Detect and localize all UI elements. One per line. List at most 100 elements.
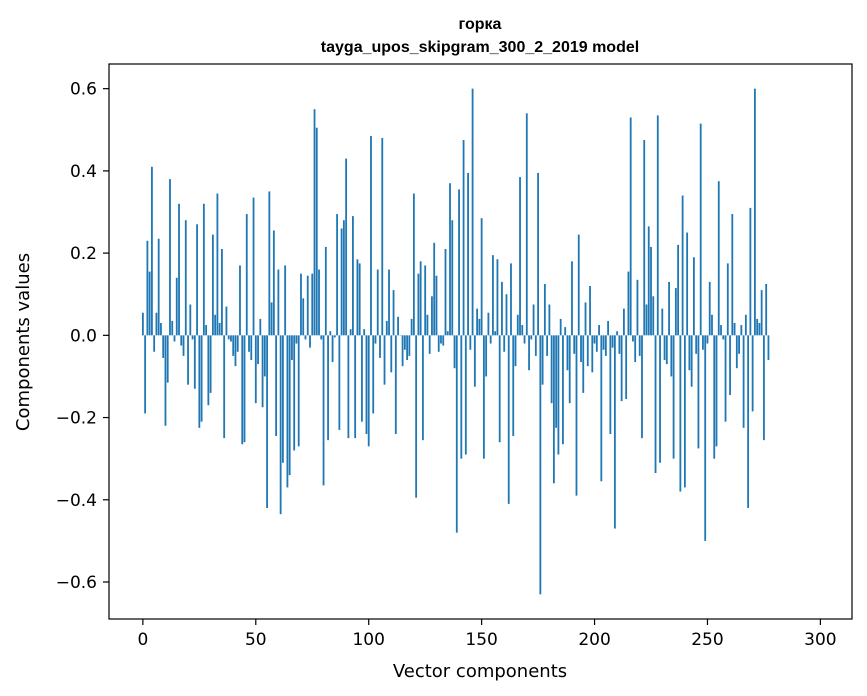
bar	[318, 269, 320, 336]
bar	[566, 335, 569, 371]
bar	[760, 290, 763, 336]
bar	[595, 335, 598, 352]
bar	[209, 335, 212, 393]
bar	[451, 220, 454, 336]
bar	[245, 214, 248, 336]
bar	[652, 296, 655, 336]
bar	[503, 335, 506, 352]
bar	[632, 335, 634, 342]
bar	[494, 331, 497, 336]
bar	[284, 265, 287, 336]
bar	[744, 314, 747, 336]
bar	[720, 325, 722, 336]
bar	[564, 327, 567, 336]
bar	[361, 335, 363, 422]
bar	[205, 325, 208, 336]
bar	[338, 335, 341, 430]
bar	[489, 335, 492, 344]
bar	[340, 228, 343, 336]
bar	[519, 177, 521, 336]
bar	[440, 335, 442, 344]
bar	[758, 323, 761, 336]
y-tick-label: −0.6	[56, 573, 97, 593]
bar	[557, 335, 560, 455]
bar	[234, 335, 237, 367]
bar	[620, 335, 623, 402]
bar	[753, 88, 756, 336]
bar	[674, 288, 677, 336]
bar	[388, 269, 390, 336]
bar	[376, 269, 379, 336]
bar	[636, 279, 639, 336]
bar	[182, 335, 185, 356]
bar	[223, 335, 226, 439]
bar	[272, 230, 275, 336]
bar	[327, 335, 329, 441]
bar	[575, 335, 578, 496]
bar	[611, 335, 614, 348]
bar	[584, 302, 587, 336]
bar	[431, 296, 433, 336]
bar	[166, 335, 169, 383]
bar	[239, 265, 241, 336]
bar	[573, 335, 576, 354]
x-tick-label: 200	[578, 630, 610, 650]
bar	[243, 335, 246, 443]
bar	[394, 335, 397, 434]
bar	[358, 263, 361, 336]
bar	[656, 115, 659, 336]
bar	[663, 335, 666, 360]
bar	[390, 335, 393, 373]
bar	[374, 335, 377, 344]
bar	[248, 335, 250, 352]
bar	[333, 335, 336, 338]
bar	[313, 109, 316, 336]
bar	[613, 335, 616, 529]
bar	[638, 335, 641, 356]
bar	[582, 335, 585, 393]
bar	[496, 259, 499, 336]
bar	[415, 335, 418, 498]
bar	[322, 335, 325, 486]
bar	[480, 218, 483, 336]
bar	[643, 140, 646, 336]
bar	[600, 335, 603, 482]
bar	[175, 277, 178, 336]
bar	[352, 216, 354, 336]
bar	[302, 298, 305, 336]
bar	[151, 166, 153, 336]
bar	[221, 249, 223, 336]
bar	[478, 318, 481, 336]
bar	[225, 306, 228, 336]
bar	[688, 335, 691, 371]
bar	[641, 335, 643, 439]
x-tick-label: 50	[245, 630, 267, 650]
bar	[607, 320, 609, 336]
bar	[444, 249, 447, 336]
bar	[661, 308, 664, 336]
bar	[591, 335, 594, 373]
bar	[616, 331, 619, 336]
bar	[659, 335, 661, 463]
y-tick-label: 0.6	[70, 80, 97, 100]
y-axis: −0.6 −0.4 −0.2 0.0 0.2 0.4 0.6	[56, 80, 109, 593]
bar	[401, 335, 404, 367]
bar	[211, 234, 214, 336]
bar	[543, 283, 546, 336]
bar	[647, 226, 650, 336]
bar	[435, 275, 438, 336]
bar	[525, 113, 528, 336]
bar	[230, 335, 232, 342]
bar	[717, 181, 720, 336]
bar	[699, 123, 702, 336]
bar	[449, 183, 451, 336]
bar	[455, 335, 458, 533]
bar	[550, 335, 553, 404]
bar	[742, 335, 745, 428]
bar	[370, 135, 372, 336]
bar	[460, 335, 463, 459]
bar	[756, 318, 759, 336]
bar	[695, 335, 698, 354]
bar	[365, 335, 368, 434]
bar	[763, 335, 765, 441]
